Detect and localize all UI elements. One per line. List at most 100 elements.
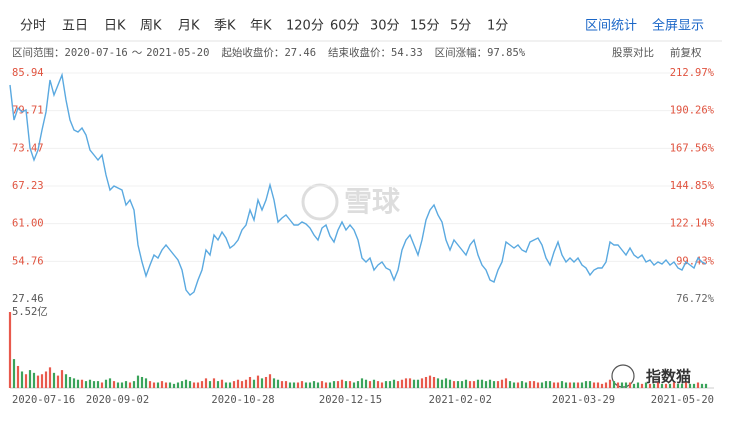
volume-bar (608, 379, 612, 388)
info-text: 结束收盘价： (328, 46, 391, 59)
timeframe-tab[interactable]: 季K (214, 19, 236, 34)
volume-bar (404, 378, 408, 388)
x-tick-label: 2021-05-20 (651, 394, 714, 406)
volume-bar (32, 372, 36, 388)
info-text: 区间范围： (12, 46, 65, 59)
volume-bar (172, 383, 176, 388)
volume-bar (116, 382, 120, 388)
volume-bar (60, 370, 64, 388)
y-tick-label: 73.47 (12, 142, 44, 154)
timeframe-tab[interactable]: 30分 (370, 19, 400, 34)
timeframe-tab[interactable]: 5分 (450, 19, 471, 34)
volume-bar (360, 378, 364, 388)
volume-bar (660, 383, 664, 388)
x-tick-label: 2020-10-28 (211, 394, 274, 406)
timeframe-tab[interactable]: 60分 (330, 19, 360, 34)
volume-bar (628, 382, 632, 388)
timeframe-tab[interactable]: 周K (140, 19, 162, 34)
volume-bar (252, 379, 256, 388)
volume-bar (328, 382, 332, 388)
timeframe-tab[interactable]: 月K (178, 19, 200, 34)
y2-tick-label: 212.97% (670, 67, 715, 79)
volume-bar (388, 381, 392, 388)
volume-bar (260, 378, 264, 388)
volume-bar (204, 378, 208, 388)
volume-bar (284, 381, 288, 388)
volume-bar (280, 381, 284, 388)
volume-bar (156, 382, 160, 388)
volume-bar (48, 367, 52, 388)
volume-bar (56, 375, 60, 388)
volume-bar (676, 383, 680, 388)
volume-bar (584, 381, 588, 388)
volume-bar (688, 383, 692, 388)
y2-tick-label: 99.43% (676, 255, 715, 267)
x-tick-label: 2021-02-02 (429, 394, 492, 406)
volume-bar (444, 378, 448, 388)
timeframe-tab[interactable]: 五日 (62, 19, 88, 34)
info-text: 2021-05-20 (146, 47, 209, 59)
stock-compare[interactable]: 股票对比 (612, 46, 654, 59)
volume-bar (336, 381, 340, 388)
volume-bar (16, 365, 20, 388)
volume-bar (372, 379, 376, 388)
volume-bar (580, 382, 584, 388)
y-tick-label: 79.71 (12, 105, 44, 117)
watermark-text: 雪球 (344, 185, 401, 218)
volume-tick-label: 5.52亿 (12, 305, 48, 318)
timeframe-tab[interactable]: 120分 (286, 19, 324, 34)
volume-bar (528, 381, 532, 388)
info-text: ～ (132, 47, 143, 59)
volume-bar (52, 372, 56, 388)
volume-bar (432, 376, 436, 388)
volume-bar (512, 382, 516, 388)
toolbar-action[interactable]: 全屏显示 (652, 18, 704, 34)
timeframe-tab[interactable]: 年K (250, 19, 272, 34)
volume-bar (576, 382, 580, 388)
volume-bar (344, 381, 348, 388)
adjust-mode[interactable]: 前复权 (670, 46, 702, 59)
volume-bar (536, 382, 540, 388)
volume-bar (412, 379, 416, 388)
volume-bar (176, 382, 180, 388)
volume-bar (612, 381, 616, 388)
volume-bar (92, 381, 96, 388)
volume-bar (248, 376, 252, 388)
volume-bar (312, 381, 316, 388)
volume-bar (400, 379, 404, 388)
volume-bar (292, 382, 296, 388)
volume-bar (228, 382, 232, 388)
volume-bar (180, 381, 184, 388)
volume-bar (232, 381, 236, 388)
volume-bar (544, 381, 548, 388)
volume-bar (692, 383, 696, 388)
y2-tick-label: 167.56% (670, 142, 715, 154)
volume-bar (668, 383, 672, 388)
base-price-label: 27.46 (12, 293, 44, 305)
volume-bar (532, 381, 536, 388)
volume-bar (24, 374, 28, 388)
volume-bar (304, 382, 308, 388)
volume-bar (604, 382, 608, 388)
volume-bar (656, 382, 660, 388)
volume-bar (516, 382, 520, 388)
volume-bar (540, 382, 544, 388)
toolbar-action[interactable]: 区间统计 (585, 19, 637, 34)
volume-bar (564, 382, 568, 388)
volume-bar (640, 383, 644, 388)
volume-bar (144, 378, 148, 388)
volume-bar (556, 382, 560, 388)
timeframe-tab[interactable]: 分时 (20, 19, 46, 34)
volume-bar (476, 379, 480, 388)
timeframe-tab[interactable]: 15分 (410, 19, 440, 34)
volume-bar (568, 382, 572, 388)
volume-bar (220, 379, 224, 388)
volume-bar (332, 381, 336, 388)
volume-bar (316, 382, 320, 388)
timeframe-tab[interactable]: 1分 (487, 19, 508, 34)
volume-bar (520, 381, 524, 388)
brand: 指数猫 (611, 364, 691, 388)
timeframe-tab[interactable]: 日K (104, 19, 126, 34)
volume-bar (8, 312, 12, 388)
volume-bar (152, 382, 156, 388)
